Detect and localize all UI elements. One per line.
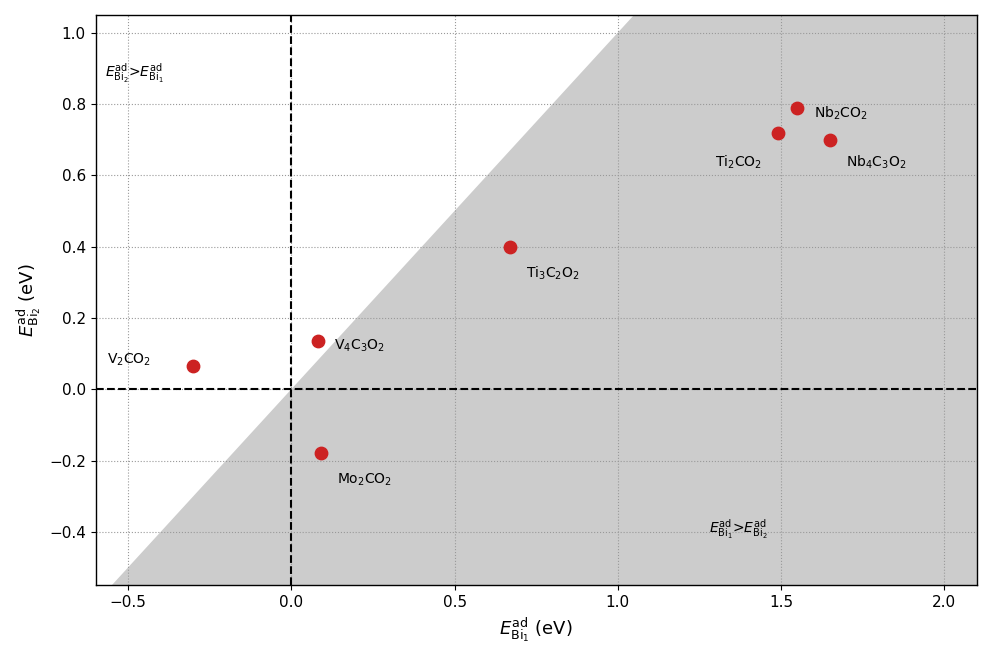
Text: Nb$_2$CO$_2$: Nb$_2$CO$_2$ bbox=[813, 104, 868, 121]
Point bbox=[186, 361, 201, 372]
Text: $E^{\mathrm{ad}}_{\mathrm{Bi}_1}$>$E^{\mathrm{ad}}_{\mathrm{Bi}_2}$: $E^{\mathrm{ad}}_{\mathrm{Bi}_1}$>$E^{\m… bbox=[709, 517, 768, 541]
Text: Ti$_3$C$_2$O$_2$: Ti$_3$C$_2$O$_2$ bbox=[527, 264, 580, 282]
Point bbox=[790, 102, 806, 113]
Text: Mo$_2$CO$_2$: Mo$_2$CO$_2$ bbox=[337, 471, 392, 488]
Point bbox=[770, 127, 786, 138]
Point bbox=[312, 448, 328, 459]
Point bbox=[502, 241, 518, 252]
Text: $E^{\mathrm{ad}}_{\mathrm{Bi}_2}$>$E^{\mathrm{ad}}_{\mathrm{Bi}_1}$: $E^{\mathrm{ad}}_{\mathrm{Bi}_2}$>$E^{\m… bbox=[105, 61, 164, 85]
Point bbox=[310, 336, 325, 347]
Point bbox=[822, 134, 838, 145]
Polygon shape bbox=[112, 15, 977, 585]
Text: Ti$_2$CO$_2$: Ti$_2$CO$_2$ bbox=[714, 154, 762, 171]
X-axis label: $E^{\mathrm{ad}}_{\mathrm{Bi}_1}$ (eV): $E^{\mathrm{ad}}_{\mathrm{Bi}_1}$ (eV) bbox=[499, 616, 573, 644]
Text: V$_4$C$_3$O$_2$: V$_4$C$_3$O$_2$ bbox=[334, 337, 385, 354]
Y-axis label: $E^{\mathrm{ad}}_{\mathrm{Bi}_2}$ (eV): $E^{\mathrm{ad}}_{\mathrm{Bi}_2}$ (eV) bbox=[15, 264, 44, 337]
Text: Nb$_4$C$_3$O$_2$: Nb$_4$C$_3$O$_2$ bbox=[846, 154, 907, 171]
Text: V$_2$CO$_2$: V$_2$CO$_2$ bbox=[107, 352, 151, 368]
